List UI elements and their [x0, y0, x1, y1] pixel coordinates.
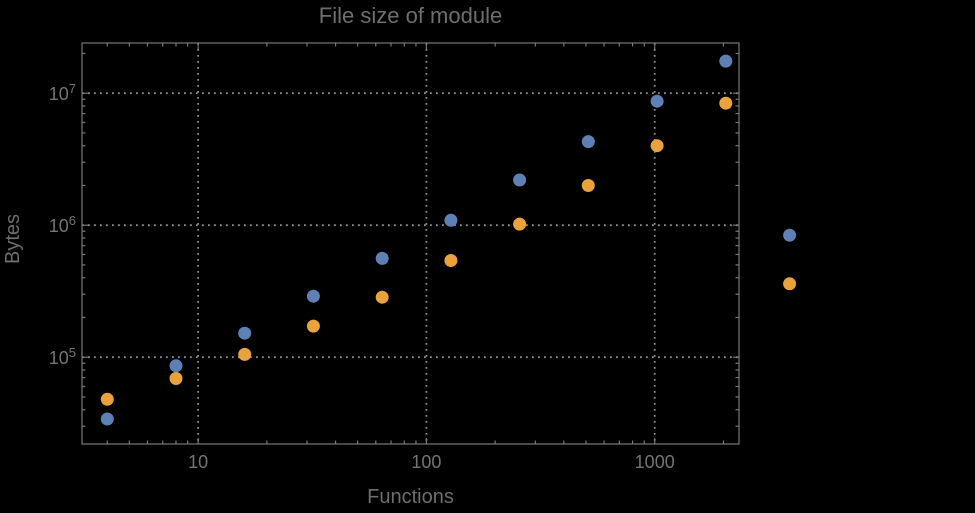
data-point-orange — [581, 179, 595, 192]
data-point-blue — [719, 54, 733, 68]
data-point-blue — [783, 228, 797, 242]
data-point-blue — [169, 359, 183, 373]
data-point-orange — [238, 347, 252, 361]
data-point-blue — [100, 412, 114, 426]
data-point-blue — [650, 94, 664, 108]
data-point-orange — [375, 290, 389, 304]
y-tick-label-10e6: 106 — [48, 213, 76, 237]
data-point-orange — [783, 277, 797, 291]
data-point-blue — [238, 326, 252, 340]
y-tick-label-10e7: 107 — [48, 81, 76, 105]
x-tick-label-1000: 1000 — [634, 452, 675, 472]
data-point-orange — [169, 372, 183, 385]
data-point-blue — [581, 135, 595, 149]
x-axis-label: Functions — [367, 486, 454, 508]
x-tick-label-10: 10 — [188, 452, 209, 472]
data-point-orange — [650, 139, 664, 153]
data-point-orange — [719, 96, 733, 110]
x-tick-label-100: 100 — [411, 452, 442, 472]
data-point-orange — [513, 217, 527, 231]
y-axis-label: Bytes — [2, 213, 24, 265]
data-point-orange — [100, 392, 114, 406]
data-point-blue — [444, 213, 458, 227]
plot-frame — [81, 42, 740, 445]
data-point-blue — [375, 251, 389, 265]
y-tick-label-10e5: 105 — [48, 345, 76, 369]
data-point-blue — [306, 289, 320, 303]
data-point-blue — [513, 173, 527, 187]
plot-title: File size of module — [318, 3, 503, 28]
data-point-orange — [306, 319, 320, 333]
data-point-orange — [444, 254, 458, 267]
